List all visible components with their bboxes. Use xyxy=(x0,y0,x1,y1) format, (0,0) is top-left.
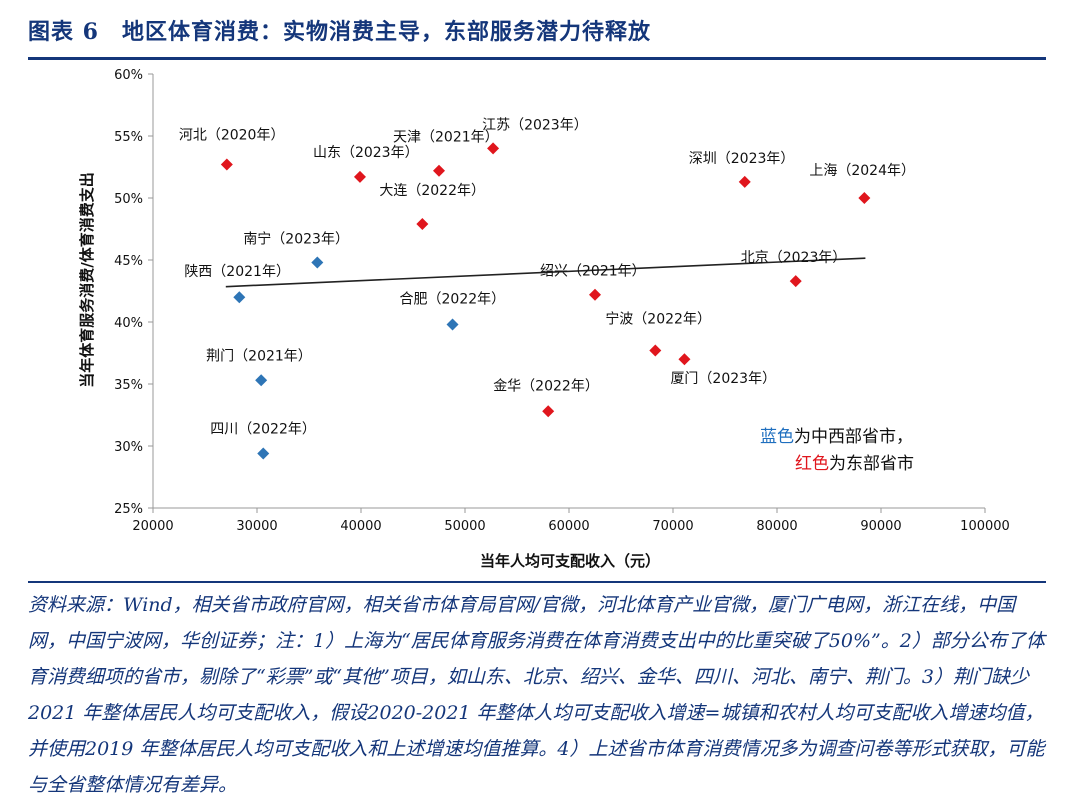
chart-axes: 25% 30% 35% 40% 45% 50% 55% 60% 20000 30000 40000 5… xyxy=(114,68,1010,534)
data-label: 金华（2022年） xyxy=(493,378,599,394)
data-label: 陕西（2021年） xyxy=(184,264,290,280)
x-tick-label: 100000 xyxy=(960,519,1010,534)
data-point xyxy=(220,158,233,171)
data-point xyxy=(433,164,445,177)
trendline-group xyxy=(225,257,866,288)
y-tick-label: 25% xyxy=(114,502,143,517)
data-label: 河北（2020年） xyxy=(179,128,285,144)
legend-red-word: 红色 xyxy=(795,454,829,474)
data-point xyxy=(257,447,270,460)
data-label: 大连（2022年） xyxy=(379,183,485,199)
color-legend-line-2: 红色为东部省市 xyxy=(795,454,914,474)
source-note: 资料来源：Wind，相关省市政府官网，相关省市体育局官网/官微，河北体育产业官微… xyxy=(28,594,1045,796)
data-point xyxy=(353,170,366,183)
y-tick-label: 45% xyxy=(114,254,143,269)
data-point xyxy=(255,374,268,387)
y-tick-label: 60% xyxy=(114,68,143,83)
data-label: 山东（2023年） xyxy=(313,145,419,161)
x-tick-label: 60000 xyxy=(548,519,589,534)
trendline xyxy=(225,257,866,288)
figure-title: 图表 6 地区体育消费：实物消费主导，东部服务潜力待释放 xyxy=(28,19,651,45)
y-axis-title: 当年体育服务消费/体育消费支出 xyxy=(78,172,96,387)
data-label: 绍兴（2021年） xyxy=(540,264,646,280)
x-axis-title: 当年人均可支配收入（元） xyxy=(480,552,660,570)
x-tick-label: 40000 xyxy=(340,519,381,534)
x-tick-label: 70000 xyxy=(652,519,693,534)
y-tick-label: 35% xyxy=(114,378,143,393)
legend-blue-rest: 为中西部省市， xyxy=(794,427,913,447)
x-tick-label: 90000 xyxy=(860,519,901,534)
data-point xyxy=(738,175,751,188)
data-label: 江苏（2023年） xyxy=(482,117,588,133)
bottom-rule xyxy=(28,581,1046,583)
data-point xyxy=(416,218,429,231)
data-point xyxy=(858,192,871,204)
data-point xyxy=(649,344,662,357)
title-rule xyxy=(28,57,1046,60)
data-point xyxy=(446,318,459,331)
data-point xyxy=(589,288,601,301)
data-point xyxy=(487,142,500,155)
data-point xyxy=(542,405,555,418)
scatter-chart: 25% 30% 35% 40% 45% 50% 55% 60% 20000 30000 40000 5… xyxy=(78,68,1010,570)
data-label: 天津（2021年） xyxy=(393,130,499,146)
data-label: 南宁（2023年） xyxy=(243,230,349,247)
x-tick-label: 20000 xyxy=(132,519,173,534)
data-label: 合肥（2022年） xyxy=(400,291,506,307)
points-group xyxy=(220,142,871,460)
color-legend-line-1: 蓝色为中西部省市， xyxy=(760,427,913,447)
data-label: 四川（2022年） xyxy=(210,421,316,437)
data-point xyxy=(789,275,802,288)
data-label: 厦门（2023年） xyxy=(670,371,776,387)
y-tick-label: 30% xyxy=(114,440,143,455)
data-label: 深圳（2023年） xyxy=(689,151,795,167)
y-tick-label: 50% xyxy=(114,192,143,207)
x-tick-label: 30000 xyxy=(236,519,277,534)
data-label: 北京（2023年） xyxy=(741,250,847,266)
data-label: 上海（2024年） xyxy=(809,163,915,179)
data-label: 宁波（2022年） xyxy=(605,311,711,328)
legend-blue-word: 蓝色 xyxy=(760,427,794,447)
data-point xyxy=(233,291,246,304)
y-tick-label: 40% xyxy=(114,316,143,331)
data-point xyxy=(678,353,691,366)
x-tick-label: 80000 xyxy=(756,519,797,534)
x-tick-label: 50000 xyxy=(444,519,485,534)
point-labels-group: 河北（2020年） 山东（2023年）天津（2021年）江苏（2023年） 大连（2… xyxy=(179,117,915,437)
data-point xyxy=(311,256,324,269)
legend-red-rest: 为东部省市 xyxy=(829,454,914,474)
y-tick-label: 55% xyxy=(114,130,143,145)
data-label: 荆门（2021年） xyxy=(206,348,312,364)
